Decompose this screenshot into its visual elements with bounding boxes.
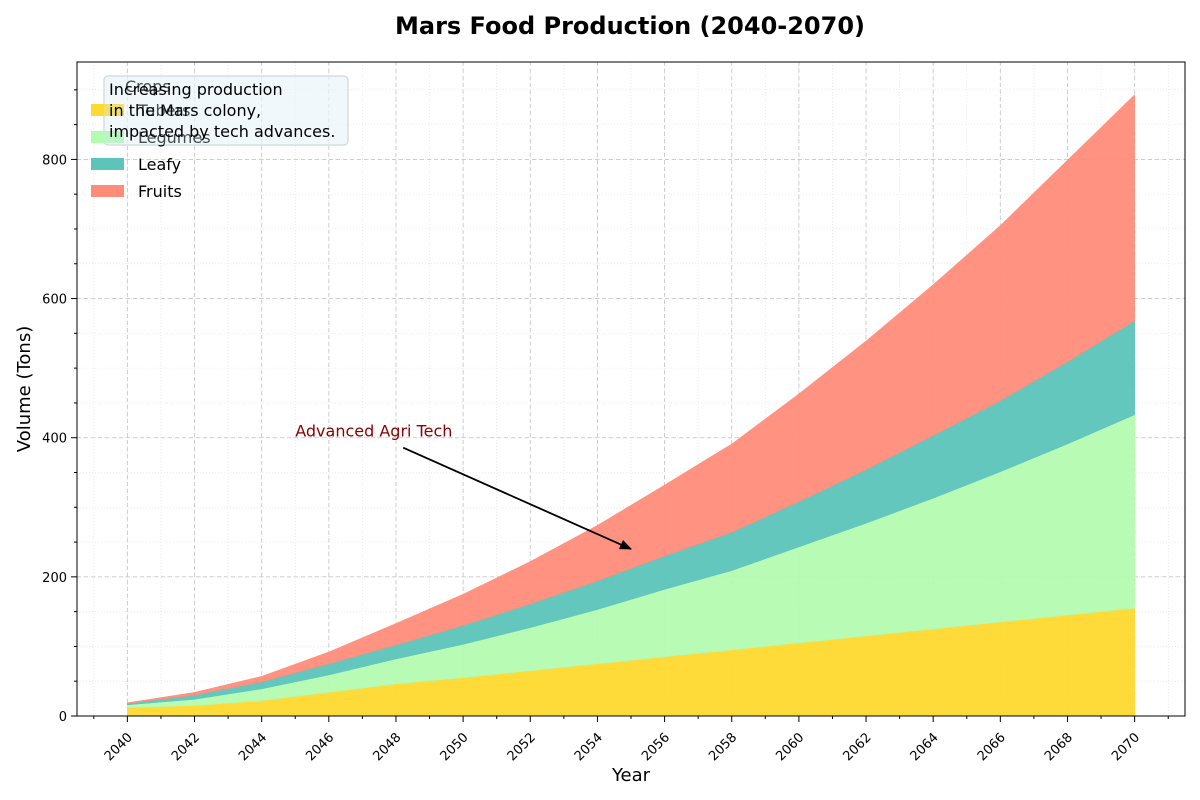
x-tick-label: 2044 bbox=[236, 730, 270, 764]
y-axis-label: Volume (Tons) bbox=[14, 326, 35, 452]
chart-title: Mars Food Production (2040-2070) bbox=[395, 12, 865, 40]
note-line: impacted by tech advances. bbox=[109, 122, 335, 141]
x-tick-label: 2042 bbox=[169, 730, 203, 764]
x-tick-label: 2052 bbox=[505, 730, 539, 764]
legend-title: Crops bbox=[125, 77, 171, 96]
x-tick-label: 2058 bbox=[706, 730, 740, 764]
y-tick-label: 400 bbox=[42, 432, 67, 447]
x-tick-label: 2068 bbox=[1042, 730, 1076, 764]
x-axis-label: Year bbox=[611, 765, 651, 786]
legend-swatch-leafy bbox=[91, 158, 124, 170]
note-box: Increasing production in the Mars colony,… bbox=[104, 76, 348, 145]
stacked-areas bbox=[127, 94, 1135, 717]
x-tick-label: 2070 bbox=[1109, 730, 1143, 764]
x-tick-label: 2048 bbox=[370, 730, 404, 764]
x-tick-label: 2066 bbox=[975, 730, 1009, 764]
y-tick-label: 0 bbox=[59, 710, 67, 725]
x-tick-label: 2054 bbox=[572, 730, 606, 764]
note-line: Increasing production bbox=[109, 80, 283, 99]
x-tick-label: 2060 bbox=[773, 730, 807, 764]
legend-swatch-tubers bbox=[91, 104, 124, 116]
x-tick-label: 2056 bbox=[639, 730, 673, 764]
annotation-layer: Advanced Agri Tech bbox=[295, 422, 632, 550]
note-line: in the Mars colony, bbox=[109, 101, 261, 120]
grid bbox=[77, 62, 1185, 717]
legend-swatch-fruits bbox=[91, 185, 124, 197]
y-tick-label: 800 bbox=[42, 153, 67, 168]
legend-swatch-legumes bbox=[91, 131, 124, 143]
legend-label-legumes: Legumes bbox=[138, 128, 211, 147]
legend-label-leafy: Leafy bbox=[138, 155, 181, 174]
legend-label-tubers: Tubers bbox=[137, 101, 190, 120]
x-tick-label: 2040 bbox=[102, 730, 136, 764]
x-tick-label: 2064 bbox=[908, 730, 942, 764]
x-tick-label: 2046 bbox=[303, 730, 337, 764]
x-tick-label: 2050 bbox=[438, 730, 472, 764]
y-tick-label: 200 bbox=[42, 571, 67, 586]
annotation-label: Advanced Agri Tech bbox=[295, 422, 452, 441]
legend-label-fruits: Fruits bbox=[138, 182, 182, 201]
area-fruits bbox=[127, 94, 1135, 704]
legend: Crops Tubers Legumes Leafy Fruits bbox=[91, 75, 349, 201]
y-tick-label: 600 bbox=[42, 293, 67, 308]
x-tick-label: 2062 bbox=[841, 730, 875, 764]
annotation-arrow bbox=[402, 446, 632, 550]
note-background bbox=[104, 76, 348, 145]
